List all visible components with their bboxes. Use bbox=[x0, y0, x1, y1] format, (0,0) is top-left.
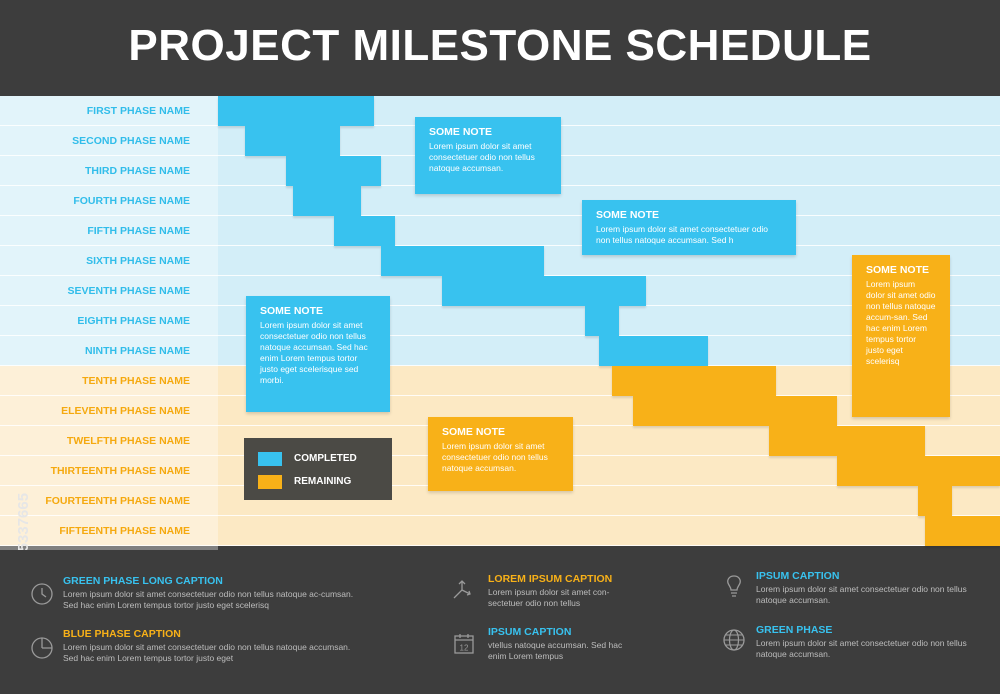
caption-text: Lorem ipsum dolor sit amet consectetuer … bbox=[756, 584, 967, 605]
caption-title: IPSUM CAPTION bbox=[488, 626, 572, 638]
gantt-chart: FIRST PHASE NAME SECOND PHASE NAME THIRD P… bbox=[0, 96, 1000, 550]
gantt-bar bbox=[292, 186, 361, 216]
note-text: Lorem ipsum dolor sit amet consectetuer … bbox=[260, 320, 368, 385]
gantt-bar bbox=[632, 396, 837, 426]
caption-title: GREEN PHASE LONG CAPTION bbox=[63, 575, 223, 587]
category-label: THIRD PHASE NAME bbox=[84, 165, 190, 177]
lightbulb-icon bbox=[727, 575, 741, 597]
category-label: FOURTEENTH PHASE NAME bbox=[45, 495, 190, 507]
legend-swatch-completed bbox=[258, 452, 282, 466]
note-2: SOME NOTE Lorem ipsum dolor sit amet con… bbox=[582, 200, 796, 255]
gantt-bar bbox=[218, 96, 375, 126]
chart-row bbox=[0, 216, 1000, 246]
caption-title: GREEN PHASE bbox=[756, 624, 833, 636]
watermark-id: 245337665 bbox=[15, 493, 32, 568]
note-title: SOME NOTE bbox=[596, 209, 660, 221]
category-label: FIFTH PHASE NAME bbox=[87, 225, 190, 237]
note-text: Lorem ipsum dolor sit amet consectetuer … bbox=[596, 224, 768, 245]
category-label: TWELFTH PHASE NAME bbox=[66, 435, 190, 447]
legend-label-remaining: REMAINING bbox=[294, 476, 352, 487]
arrows-icon bbox=[453, 580, 471, 599]
note-title: SOME NOTE bbox=[429, 126, 493, 138]
category-label: THIRTEENTH PHASE NAME bbox=[50, 465, 190, 477]
note-title: SOME NOTE bbox=[866, 264, 930, 276]
chart-row bbox=[0, 306, 1000, 336]
category-label: SECOND PHASE NAME bbox=[72, 135, 190, 147]
caption-text: vtellus natoque accumsan. Sed hac enim L… bbox=[488, 640, 623, 661]
globe-icon bbox=[723, 629, 745, 651]
watermark-id-text: 245337665 bbox=[15, 493, 32, 568]
note-text: Lorem ipsum dolor sit amet consectetuer … bbox=[429, 141, 535, 173]
footer: GREEN PHASE LONG CAPTION Lorem ipsum dol… bbox=[0, 550, 1000, 694]
note-title: SOME NOTE bbox=[260, 305, 324, 317]
calendar-icon: 12 bbox=[454, 634, 474, 654]
gantt-bar bbox=[286, 156, 382, 186]
gantt-bar bbox=[442, 276, 647, 306]
header: PROJECT MILESTONE SCHEDULE bbox=[0, 0, 1000, 96]
footer-caption-5: IPSUM CAPTION Lorem ipsum dolor sit amet… bbox=[756, 570, 986, 605]
category-label: FOURTH PHASE NAME bbox=[73, 195, 190, 207]
gantt-bar bbox=[925, 516, 1000, 546]
chart-row bbox=[0, 366, 1000, 396]
gantt-bar bbox=[612, 366, 776, 396]
gantt-bar bbox=[333, 216, 395, 246]
caption-title: LOREM IPSUM CAPTION bbox=[488, 573, 613, 585]
gantt-bar bbox=[381, 246, 545, 276]
note-text: Lorem ipsum dolor sit amet consectetuer … bbox=[442, 441, 548, 473]
note-1: SOME NOTE Lorem ipsum dolor sit amet con… bbox=[415, 117, 561, 194]
category-label: SIXTH PHASE NAME bbox=[86, 255, 190, 267]
clock-icon bbox=[31, 583, 53, 605]
gantt-bar bbox=[768, 426, 926, 456]
caption-title: BLUE PHASE CAPTION bbox=[63, 628, 181, 640]
chart-row bbox=[0, 516, 1000, 546]
pie-chart-icon bbox=[31, 637, 53, 659]
note-title: SOME NOTE bbox=[442, 426, 506, 438]
label-column bbox=[0, 96, 218, 550]
chart-row bbox=[0, 336, 1000, 366]
category-label: TENTH PHASE NAME bbox=[82, 375, 190, 387]
gantt-bar bbox=[585, 306, 620, 336]
footer-caption-4: IPSUM CAPTION vtellus natoque accumsan. … bbox=[488, 626, 638, 661]
gantt-bar bbox=[598, 336, 708, 366]
category-label: NINTH PHASE NAME bbox=[84, 345, 190, 357]
gantt-bar bbox=[836, 456, 1000, 486]
gantt-bar bbox=[918, 486, 953, 516]
caption-text: Lorem ipsum dolor sit amet consectetuer … bbox=[756, 638, 967, 659]
category-label: SEVENTH PHASE NAME bbox=[67, 285, 190, 297]
page-title: PROJECT MILESTONE SCHEDULE bbox=[128, 21, 872, 70]
caption-text: Lorem ipsum dolor sit amet con-sectetuer… bbox=[488, 587, 610, 608]
legend-swatch-remaining bbox=[258, 475, 282, 489]
footer-caption-3: LOREM IPSUM CAPTION Lorem ipsum dolor si… bbox=[488, 573, 638, 608]
chart-row bbox=[0, 486, 1000, 516]
caption-text: Lorem ipsum dolor sit amet consectetuer … bbox=[63, 589, 354, 610]
caption-title: IPSUM CAPTION bbox=[756, 570, 840, 582]
note-4: SOME NOTE Lorem ipsum dolor sit amet con… bbox=[428, 417, 573, 491]
note-3: SOME NOTE Lorem ipsum dolor sit amet con… bbox=[246, 296, 390, 412]
footer-caption-1: GREEN PHASE LONG CAPTION Lorem ipsum dol… bbox=[63, 575, 363, 610]
calendar-number: 12 bbox=[460, 644, 469, 653]
category-label: FIRST PHASE NAME bbox=[86, 105, 190, 117]
chart-legend: COMPLETED REMAINING bbox=[244, 438, 392, 500]
footer-caption-6: GREEN PHASE Lorem ipsum dolor sit amet c… bbox=[756, 624, 986, 659]
category-label: EIGHTH PHASE NAME bbox=[77, 315, 190, 327]
note-5: SOME NOTE Lorem ipsum dolor sit amet odi… bbox=[852, 255, 950, 417]
legend-label-completed: COMPLETED bbox=[294, 453, 357, 464]
category-label: ELEVENTH PHASE NAME bbox=[61, 405, 190, 417]
note-text: Lorem ipsum dolor sit amet odio non tell… bbox=[866, 279, 936, 366]
caption-text: Lorem ipsum dolor sit amet consectetuer … bbox=[63, 642, 351, 663]
footer-caption-2: BLUE PHASE CAPTION Lorem ipsum dolor sit… bbox=[63, 628, 363, 663]
gantt-bar bbox=[245, 126, 341, 156]
category-label: FIFTEENTH PHASE NAME bbox=[59, 525, 190, 537]
